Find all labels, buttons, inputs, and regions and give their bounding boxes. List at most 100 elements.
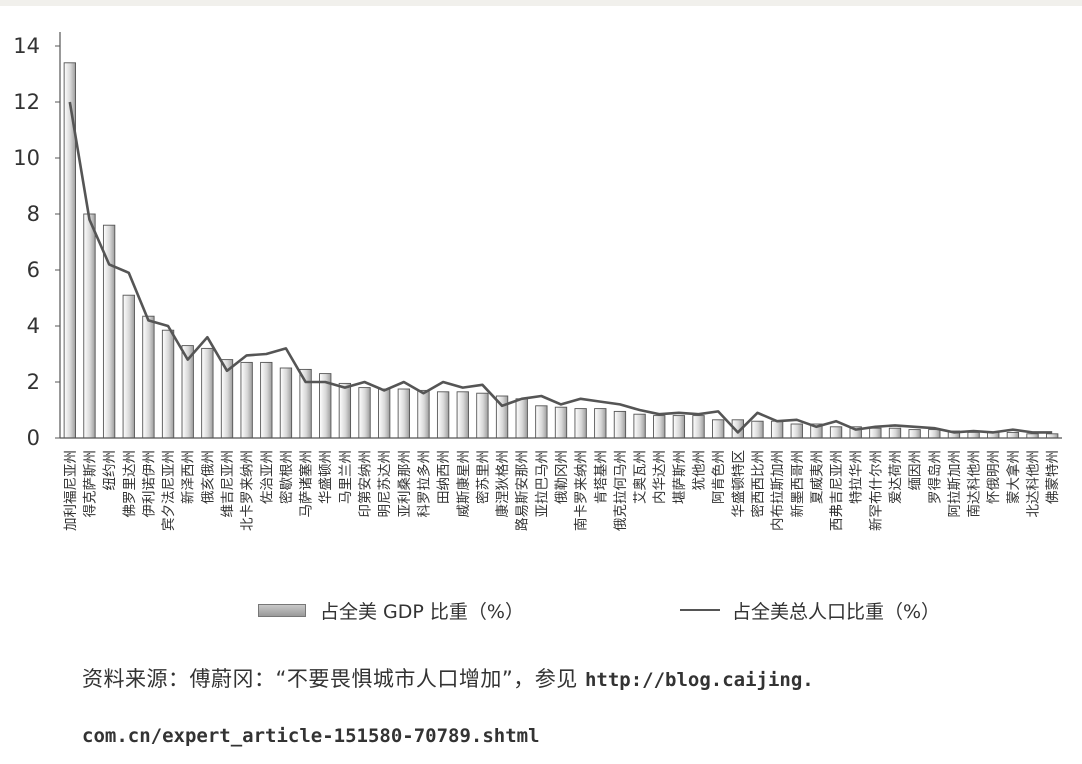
x-tick-label: 康涅狄格州 (494, 450, 511, 518)
x-tick-label: 维吉尼亚州 (220, 450, 236, 518)
x-tick-label: 田纳西州 (436, 450, 452, 504)
legend-label-gdp: 占全美 GDP 比重（%） (320, 600, 524, 623)
bar (240, 361, 253, 439)
bar (672, 415, 686, 439)
legend-item-gdp: 占全美 GDP 比重（%） (258, 592, 524, 628)
legend: 占全美 GDP 比重（%） 占全美总人口比重（%） (0, 592, 1082, 628)
x-tick-label: 俄勒冈州 (554, 450, 570, 504)
population-line (68, 101, 1053, 434)
x-tick-label: 密苏里州 (474, 450, 491, 504)
bar (436, 391, 450, 439)
x-tick-label: 华盛顿州 (318, 450, 334, 504)
x-tick-label: 明尼苏达州 (377, 450, 393, 518)
bar (653, 415, 666, 439)
x-tick-label: 伊利诺伊州 (141, 450, 157, 518)
y-tick-label: 6 (27, 258, 40, 282)
x-tick-label: 加利福尼亚州 (63, 450, 79, 531)
x-tick-label: 华盛顿特区 (731, 450, 747, 518)
bar (1046, 433, 1059, 439)
source-url-part2: com.cn/expert_article-151580-70789.shtml (82, 725, 540, 747)
bar (574, 408, 587, 439)
x-tick-label: 夏威夷州 (809, 450, 825, 504)
bar (613, 410, 627, 439)
x-tick-label: 北卡罗来纳州 (240, 450, 256, 531)
bar (122, 294, 135, 439)
bar (161, 329, 175, 439)
bar (554, 406, 568, 439)
x-tick-label: 马里兰州 (338, 450, 354, 504)
y-tick-label: 4 (27, 314, 40, 338)
x-tick-label: 纽约州 (102, 450, 118, 491)
x-tick-label: 南卡罗来纳州 (574, 450, 590, 531)
bar (869, 427, 882, 439)
bar (908, 429, 921, 439)
bar (338, 382, 352, 439)
x-tick-label: 阿肯色州 (710, 450, 727, 504)
bar (417, 389, 430, 439)
bar (967, 431, 980, 439)
y-tick-label: 10 (13, 146, 40, 170)
x-tick-label: 新泽西州 (181, 450, 197, 504)
x-tick-label: 科罗拉多州 (415, 450, 432, 518)
bar (770, 420, 784, 439)
bar (378, 388, 391, 439)
bar (790, 423, 803, 439)
x-tick-label: 密西西比州 (749, 450, 766, 518)
y-tick-label: 12 (13, 90, 40, 114)
x-axis: 加利福尼亚州 得克萨斯州 纽约州 佛罗里达州 伊利诺伊州 宾夕法尼亚州 新泽西州 俄亥俄州 维吉… (60, 437, 1062, 531)
x-tick-label: 怀俄明州 (986, 450, 1002, 504)
bar (928, 429, 941, 439)
x-tick-label: 亚拉巴马州 (534, 450, 550, 518)
y-tick-label: 2 (27, 370, 40, 394)
source-text: 资料来源：傅蔚冈：“不要畏惧城市人口增加”，参见 (82, 667, 585, 691)
x-tick-label: 路易斯安那州 (515, 450, 531, 531)
bar (594, 408, 607, 439)
top-band (0, 0, 1082, 6)
bar (751, 420, 764, 439)
y-tick-label: 14 (13, 34, 40, 58)
bar (358, 387, 371, 439)
x-tick-label: 肯塔基州 (592, 450, 609, 504)
x-tick-label: 亚利桑那州 (397, 450, 413, 518)
x-tick-label: 南达科他州 (967, 450, 983, 518)
x-tick-label: 艾奥瓦州 (632, 450, 649, 504)
x-tick-label: 印第安纳州 (357, 450, 374, 518)
bar (1006, 431, 1020, 439)
y-tick-label: 0 (27, 426, 40, 450)
y-tick-label: 8 (27, 202, 40, 226)
x-tick-label: 马萨诸塞州 (298, 450, 315, 518)
bar (712, 419, 725, 439)
x-tick-label: 犹他州 (692, 450, 708, 491)
bar (456, 391, 469, 439)
bars (63, 62, 1059, 439)
bar (515, 398, 528, 439)
x-tick-label: 宾夕法尼亚州 (161, 450, 177, 531)
x-tick-label: 堪萨斯州 (672, 450, 688, 504)
legend-label-population: 占全美总人口比重（%） (732, 600, 941, 623)
y-axis: 0 2 4 6 8 10 12 14 (13, 32, 61, 450)
bar (633, 413, 646, 439)
bar (829, 426, 843, 439)
x-tick-label: 内华达州 (652, 450, 668, 504)
chart: 0 2 4 6 8 10 12 14 加利福尼亚州 得克萨斯州 纽约州 佛罗里达州 伊利诺伊州 宾夕法尼… (13, 32, 1062, 531)
source-url-part1: http://blog.caijing. (584, 669, 814, 691)
x-tick-label: 俄亥俄州 (200, 450, 216, 504)
series-line-population (68, 101, 1053, 434)
legend-item-population: 占全美总人口比重（%） (680, 592, 940, 628)
x-tick-label: 爱达荷州 (888, 450, 904, 504)
x-tick-label: 罗得岛州 (926, 450, 943, 504)
bar (888, 427, 902, 439)
x-tick-label: 缅因州 (908, 450, 924, 491)
x-tick-label: 佛蒙特州 (1045, 450, 1061, 504)
bar (279, 367, 293, 439)
bar (83, 213, 96, 439)
bar (476, 392, 489, 439)
bar (397, 388, 410, 439)
legend-line-swatch (680, 609, 720, 611)
x-tick-label: 西弗吉尼亚州 (829, 450, 845, 531)
bar (201, 347, 214, 439)
bar (260, 361, 273, 439)
x-tick-label: 蒙大拿州 (1005, 450, 1022, 504)
x-tick-label: 得克萨斯州 (81, 450, 98, 518)
x-tick-label: 北达科他州 (1026, 450, 1042, 518)
